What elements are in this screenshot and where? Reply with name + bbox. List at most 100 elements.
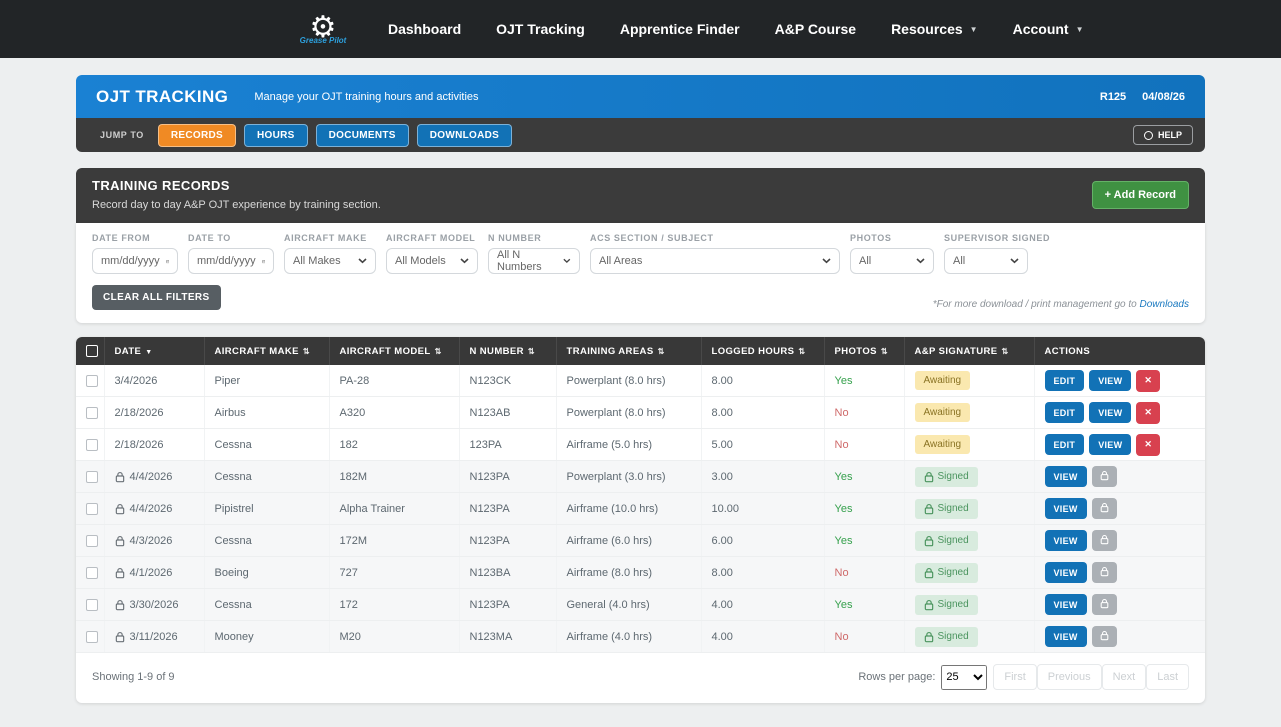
column-header-aircraft-model[interactable]: AIRCRAFT MODEL ⇅ (329, 337, 460, 365)
signed-badge: Signed (914, 530, 978, 551)
nav-item-dashboard[interactable]: Dashboard (388, 21, 461, 37)
showing-count: Showing 1-9 of 9 (92, 671, 175, 683)
row-checkbox[interactable] (86, 534, 98, 547)
pager-first-button[interactable]: First (993, 664, 1037, 690)
lock-icon (115, 567, 124, 578)
column-header-logged-hours[interactable]: LOGGED HOURS ⇅ (701, 337, 825, 365)
row-checkbox[interactable] (86, 406, 98, 419)
column-header-photos[interactable]: PHOTOS ⇅ (824, 337, 905, 365)
jump-tab-downloads[interactable]: DOWNLOADS (416, 123, 513, 147)
column-header-date[interactable]: DATE ▼ (104, 337, 205, 365)
lock-icon (1100, 599, 1109, 609)
column-header-n-number[interactable]: N NUMBER ⇅ (459, 337, 557, 365)
pager-previous-button[interactable]: Previous (1036, 664, 1102, 690)
delete-button[interactable]: ✕ (1136, 369, 1161, 392)
cell-training-areas: General (4.0 hrs) (556, 588, 702, 621)
view-button[interactable]: VIEW (1044, 594, 1087, 615)
column-header-training-areas[interactable]: TRAINING AREAS ⇅ (556, 337, 702, 365)
table-row: 3/11/2026 Mooney M20 N123MA Airframe (4.… (76, 620, 1205, 653)
row-checkbox[interactable] (86, 630, 98, 643)
cell-n-number: N123BA (459, 556, 557, 589)
view-button[interactable]: VIEW (1089, 370, 1132, 391)
view-button[interactable]: VIEW (1044, 562, 1087, 583)
nav-item-apprentice-finder[interactable]: Apprentice Finder (620, 21, 740, 37)
page-title: OJT TRACKING (96, 86, 229, 106)
filter-acs-section-subject-select[interactable]: All Areas (590, 248, 840, 274)
filter-supervisor-signed-select[interactable]: All (944, 248, 1028, 274)
signed-badge: Signed (914, 498, 978, 519)
nav-item-label: Account (1012, 21, 1069, 37)
app-logo[interactable]: ⚙ Grease Pilot (296, 13, 350, 46)
view-button[interactable]: VIEW (1044, 530, 1087, 551)
chevron-down-icon: ▼ (969, 24, 978, 34)
filter-n-number-select[interactable]: All N Numbers (488, 248, 580, 274)
pager-next-button[interactable]: Next (1101, 664, 1147, 690)
awaiting-badge: Awaiting (914, 371, 971, 390)
select-all-checkbox[interactable] (86, 345, 98, 357)
row-checkbox[interactable] (86, 598, 98, 611)
row-checkbox[interactable] (86, 566, 98, 579)
cell-n-number: N123MA (459, 620, 557, 653)
locked-button[interactable] (1091, 626, 1117, 647)
records-table: DATE ▼ AIRCRAFT MAKE ⇅ AIRCRAFT MODEL ⇅ N NUMB… (76, 337, 1205, 653)
filter-aircraft-make-select[interactable]: All Makes (284, 248, 376, 274)
nav-item-account[interactable]: Account ▼ (1013, 21, 1084, 37)
lock-icon (115, 535, 124, 546)
table-row: 2/18/2026 Cessna 182 123PA Airframe (5.0… (76, 428, 1205, 461)
cell-signature: Signed (904, 556, 1035, 589)
view-button[interactable]: VIEW (1044, 498, 1087, 519)
calendar-icon (165, 259, 169, 263)
filter-date-to-input[interactable]: mm/dd/yyyy (188, 248, 274, 274)
locked-button[interactable] (1091, 594, 1117, 615)
view-button[interactable]: VIEW (1044, 626, 1087, 647)
view-button[interactable]: VIEW (1089, 402, 1132, 423)
cell-aircraft-model: 172M (329, 524, 460, 557)
row-checkbox[interactable] (86, 470, 98, 483)
filter-label: ACS SECTION / SUBJECT (590, 233, 714, 243)
locked-button[interactable] (1091, 530, 1117, 551)
jump-tab-records[interactable]: RECORDS (157, 123, 236, 147)
jump-tab-documents[interactable]: DOCUMENTS (315, 123, 409, 147)
jump-tab-hours[interactable]: HOURS (244, 123, 308, 147)
pager-last-button[interactable]: Last (1146, 664, 1189, 690)
locked-button[interactable] (1091, 562, 1117, 583)
clear-all-filters-button[interactable]: CLEAR ALL FILTERS (92, 285, 221, 310)
cell-n-number: 123PA (459, 428, 557, 461)
nav-item-resources[interactable]: Resources ▼ (891, 21, 978, 37)
filter-label: PHOTOS (850, 233, 892, 243)
filter-supervisor-signed: SUPERVISOR SIGNED All (944, 233, 1049, 274)
filter-photos: PHOTOS All (850, 233, 934, 274)
row-checkbox[interactable] (86, 502, 98, 515)
row-checkbox[interactable] (86, 438, 98, 451)
column-header-a-p-signature[interactable]: A&P SIGNATURE ⇅ (904, 337, 1035, 365)
filter-label: AIRCRAFT MAKE (284, 233, 367, 243)
filter-date-from-input[interactable]: mm/dd/yyyy (92, 248, 178, 274)
table-row: 4/4/2026 Cessna 182M N123PA Powerplant (… (76, 460, 1205, 493)
nav-item-ojt-tracking[interactable]: OJT Tracking (496, 21, 585, 37)
help-button[interactable]: HELP (1132, 125, 1193, 145)
lock-icon (1100, 503, 1109, 513)
view-button[interactable]: VIEW (1044, 466, 1087, 487)
cell-aircraft-make: Airbus (204, 396, 330, 429)
column-header-aircraft-make[interactable]: AIRCRAFT MAKE ⇅ (204, 337, 330, 365)
delete-button[interactable]: ✕ (1136, 433, 1161, 456)
delete-button[interactable]: ✕ (1136, 401, 1161, 424)
cell-n-number: N123PA (459, 588, 557, 621)
nav-item-a-p-course[interactable]: A&P Course (775, 21, 856, 37)
downloads-link[interactable]: Downloads (1139, 299, 1189, 310)
view-button[interactable]: VIEW (1089, 434, 1132, 455)
filter-photos-select[interactable]: All (850, 248, 934, 274)
cell-photos: No (824, 428, 905, 461)
filter-aircraft-model-select[interactable]: All Models (386, 248, 478, 274)
locked-button[interactable] (1091, 498, 1117, 519)
edit-button[interactable]: EDIT (1044, 434, 1085, 455)
cell-actions: VIEW (1034, 492, 1205, 525)
add-record-button[interactable]: + Add Record (1091, 180, 1189, 209)
edit-button[interactable]: EDIT (1044, 370, 1085, 391)
row-checkbox[interactable] (86, 374, 98, 387)
edit-button[interactable]: EDIT (1044, 402, 1085, 423)
rows-per-page-select[interactable]: 25 (941, 664, 988, 690)
sort-icon: ⇅ (657, 346, 665, 356)
cell-photos: Yes (824, 524, 905, 557)
locked-button[interactable] (1091, 466, 1117, 487)
